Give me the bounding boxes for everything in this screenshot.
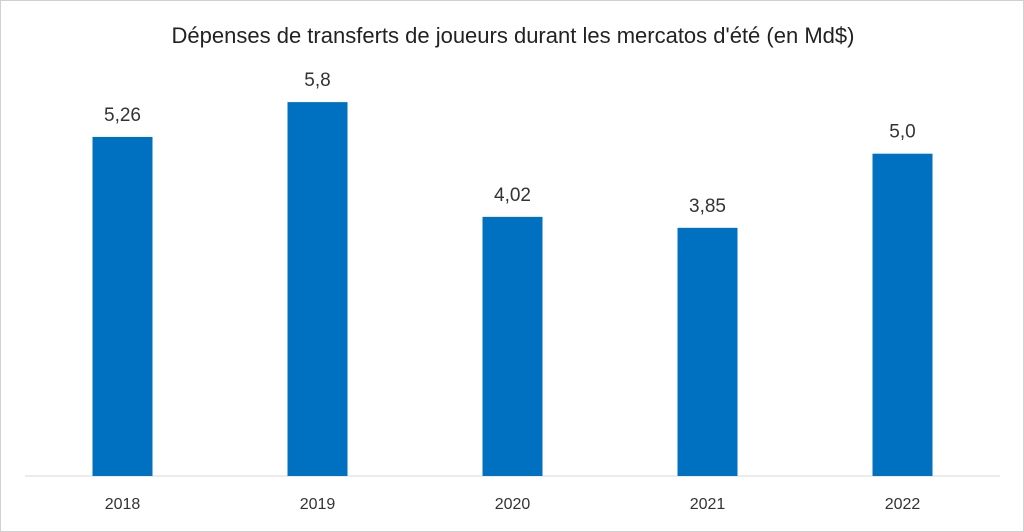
bar-2021: [677, 227, 738, 476]
value-label-2022: 5,0: [889, 122, 915, 143]
chart-title: Dépenses de transferts de joueurs durant…: [171, 23, 855, 48]
x-tick-label-2019: 2019: [300, 496, 336, 513]
value-label-2021: 3,85: [689, 196, 726, 217]
value-label-2020: 4,02: [494, 185, 531, 206]
value-labels-group: 5,26 5,8 4,02 3,85 5,0: [104, 70, 916, 217]
bar-2020: [482, 216, 543, 476]
value-label-2019: 5,8: [304, 70, 330, 91]
bars-group: [92, 102, 933, 476]
bar-2019: [287, 102, 348, 476]
x-tick-labels-group: 2018 2019 2020 2021 2022: [105, 496, 921, 513]
value-label-2018: 5,26: [104, 105, 141, 126]
x-tick-label-2021: 2021: [690, 496, 726, 513]
x-tick-label-2018: 2018: [105, 496, 141, 513]
bar-2018: [92, 136, 153, 476]
bar-2022: [872, 153, 933, 476]
x-tick-label-2020: 2020: [495, 496, 531, 513]
x-tick-label-2022: 2022: [885, 496, 921, 513]
